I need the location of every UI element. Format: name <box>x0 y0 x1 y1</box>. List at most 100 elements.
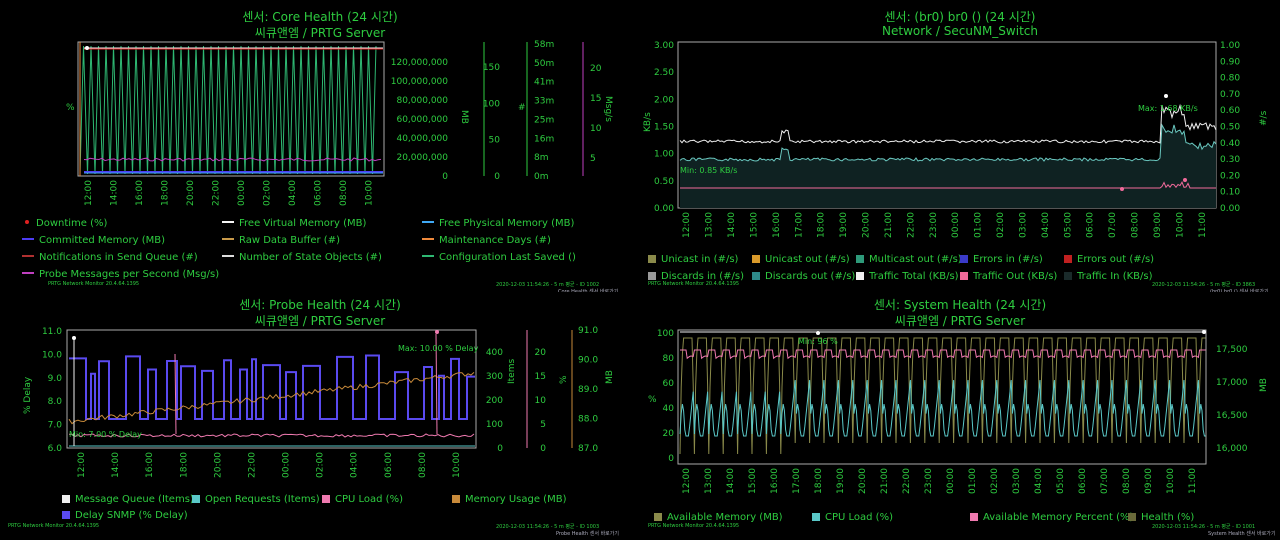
max-label: Max: 10.00 % Delay <box>398 344 479 353</box>
series-cpu-load <box>68 433 475 438</box>
series-config-saved <box>79 45 377 175</box>
legend-item[interactable]: Number of State Objects (#) <box>222 252 382 263</box>
legend-item[interactable]: Errors in (#/s) <box>960 254 1043 265</box>
x-tick-label: 18:00 <box>814 468 824 494</box>
x-tick-label: 23:00 <box>929 212 939 238</box>
legend-item[interactable]: Configuration Last Saved () <box>422 252 576 263</box>
x-tick-label: 04:00 <box>288 180 298 206</box>
y-axis-label-items: Items <box>507 359 517 384</box>
y-tick-label: 80,000,000 <box>396 96 448 106</box>
legend-item[interactable]: Free Virtual Memory (MB) <box>222 218 366 229</box>
legend-swatch <box>1128 513 1136 521</box>
legend-item[interactable]: Probe Messages per Second (Msg/s) <box>22 269 219 280</box>
legend-label: Downtime (%) <box>36 218 108 229</box>
legend-item[interactable]: CPU Load (%) <box>812 512 893 523</box>
x-tick-label: 08:00 <box>418 452 428 478</box>
legend-item[interactable]: Discards out (#/s) <box>752 271 855 282</box>
x-tick-label: 00:00 <box>946 468 956 494</box>
legend-item[interactable]: Memory Usage (MB) <box>452 494 566 505</box>
y-tick-label: 0 <box>497 444 503 454</box>
legend-swatch <box>1064 272 1072 280</box>
legend-item[interactable]: Message Queue (Items) <box>62 494 194 505</box>
legend-item[interactable]: Available Memory (MB) <box>654 512 783 523</box>
x-tick-label: 20:00 <box>213 452 223 478</box>
panel-subtitle: 씨큐앤엠 / PRTG Server <box>254 26 386 40</box>
y-axis-label-left: % Delay <box>23 376 33 414</box>
legend-item[interactable]: Health (%) <box>1128 512 1194 523</box>
legend-label: Committed Memory (MB) <box>39 235 166 246</box>
legend-item[interactable]: Unicast out (#/s) <box>752 254 850 265</box>
x-tick-label: 10:00 <box>452 452 462 478</box>
y-tick-label: 17,000 <box>1216 378 1248 388</box>
y-tick-label: 0.80 <box>1220 74 1240 84</box>
footer-right-link[interactable]: Probe Health 센서 바로가기 <box>556 531 619 537</box>
y-tick-label: 25m <box>534 115 554 125</box>
legend-item[interactable]: Maintenance Days (#) <box>422 235 551 246</box>
legend-swatch <box>654 513 662 521</box>
y-tick-label: 50 <box>489 136 501 146</box>
x-tick-label: 12:00 <box>682 212 692 238</box>
legend-swatch <box>752 255 760 263</box>
x-tick-label: 04:00 <box>1034 468 1044 494</box>
marker <box>72 336 76 340</box>
legend-label: Notifications in Send Queue (#) <box>39 252 198 263</box>
y-tick-label: 40,000,000 <box>396 134 448 144</box>
x-tick-label: 20:00 <box>862 212 872 238</box>
x-tick-label: 19:00 <box>836 468 846 494</box>
y-tick-label: 100 <box>486 420 503 430</box>
panel-title: 센서: (br0) br0 () (24 시간) <box>884 10 1036 24</box>
legend-item[interactable]: Open Requests (Items) <box>192 494 320 505</box>
footer-right-link[interactable]: System Health 센서 바로가기 <box>1208 531 1276 537</box>
legend-item[interactable]: Multicast out (#/s) <box>856 254 962 265</box>
x-tick-label: 03:00 <box>1018 212 1028 238</box>
legend-item[interactable]: Available Memory Percent (%) <box>970 512 1133 523</box>
legend-swatch <box>222 255 234 257</box>
x-tick-label: 22:00 <box>247 452 257 478</box>
y-axis-label-right: #/s <box>1259 110 1269 126</box>
legend-item[interactable]: Notifications in Send Queue (#) <box>22 252 198 263</box>
y-tick-label: 0.90 <box>1220 57 1240 67</box>
y-tick-label: 20 <box>663 429 675 439</box>
x-tick-label: 05:00 <box>1056 468 1066 494</box>
y-axis-label-pct: % <box>559 375 569 384</box>
legend-label: Traffic In (KB/s) <box>1077 271 1153 282</box>
probe-health-panel: 센서: Probe Health (24 시간) 씨큐앤엠 / PRTG Ser… <box>0 292 640 540</box>
legend-item[interactable]: Errors out (#/s) <box>1064 254 1154 265</box>
y-tick-label: 16m <box>534 134 554 144</box>
network-panel: 센서: (br0) br0 () (24 시간) Network / SecuN… <box>640 0 1280 295</box>
y-tick-label: 87.0 <box>578 444 598 454</box>
x-tick-label: 01:00 <box>968 468 978 494</box>
legend-item[interactable]: Downtime (%) <box>22 218 107 229</box>
legend-item[interactable]: Committed Memory (MB) <box>22 235 165 246</box>
legend-label: Errors in (#/s) <box>973 254 1043 265</box>
marker <box>85 46 89 50</box>
legend-item[interactable]: Discards in (#/s) <box>648 271 744 282</box>
y-tick-label: 60 <box>663 379 675 389</box>
y-tick-label: 100 <box>657 329 674 339</box>
legend-item[interactable]: Traffic Total (KB/s) <box>856 271 959 282</box>
min-label: Min: 96 % <box>798 337 838 346</box>
series-traffic-in <box>679 123 1217 162</box>
x-tick-label: 17:00 <box>794 212 804 238</box>
legend-item[interactable]: Traffic In (KB/s) <box>1064 271 1153 282</box>
legend-swatch <box>812 513 820 521</box>
footer-left: PRTG Network Monitor 20.4.64.1395 <box>648 523 740 529</box>
legend-swatch <box>422 221 434 223</box>
legend-item[interactable]: Delay SNMP (% Delay) <box>62 510 188 521</box>
y-tick-label: 0.60 <box>1220 106 1240 116</box>
legend-label: Message Queue (Items) <box>75 494 194 505</box>
y-tick-label: 7.0 <box>48 421 63 431</box>
footer-right: 2020-12-03 11:54:26 - 5 m 평균 - ID 1003 <box>496 524 600 530</box>
legend-swatch <box>25 220 29 224</box>
y-tick-label: 20,000,000 <box>396 153 448 163</box>
legend-item[interactable]: Free Physical Memory (MB) <box>422 218 574 229</box>
legend-item[interactable]: Traffic Out (KB/s) <box>960 271 1057 282</box>
legend-item[interactable]: CPU Load (%) <box>322 494 403 505</box>
legend-label: Multicast out (#/s) <box>869 254 962 265</box>
legend-item[interactable]: Unicast in (#/s) <box>648 254 738 265</box>
x-tick-label: 08:00 <box>1122 468 1132 494</box>
series-traffic-in-area <box>680 124 1216 208</box>
legend-label: Number of State Objects (#) <box>239 252 382 263</box>
legend-item[interactable]: Raw Data Buffer (#) <box>222 235 340 246</box>
